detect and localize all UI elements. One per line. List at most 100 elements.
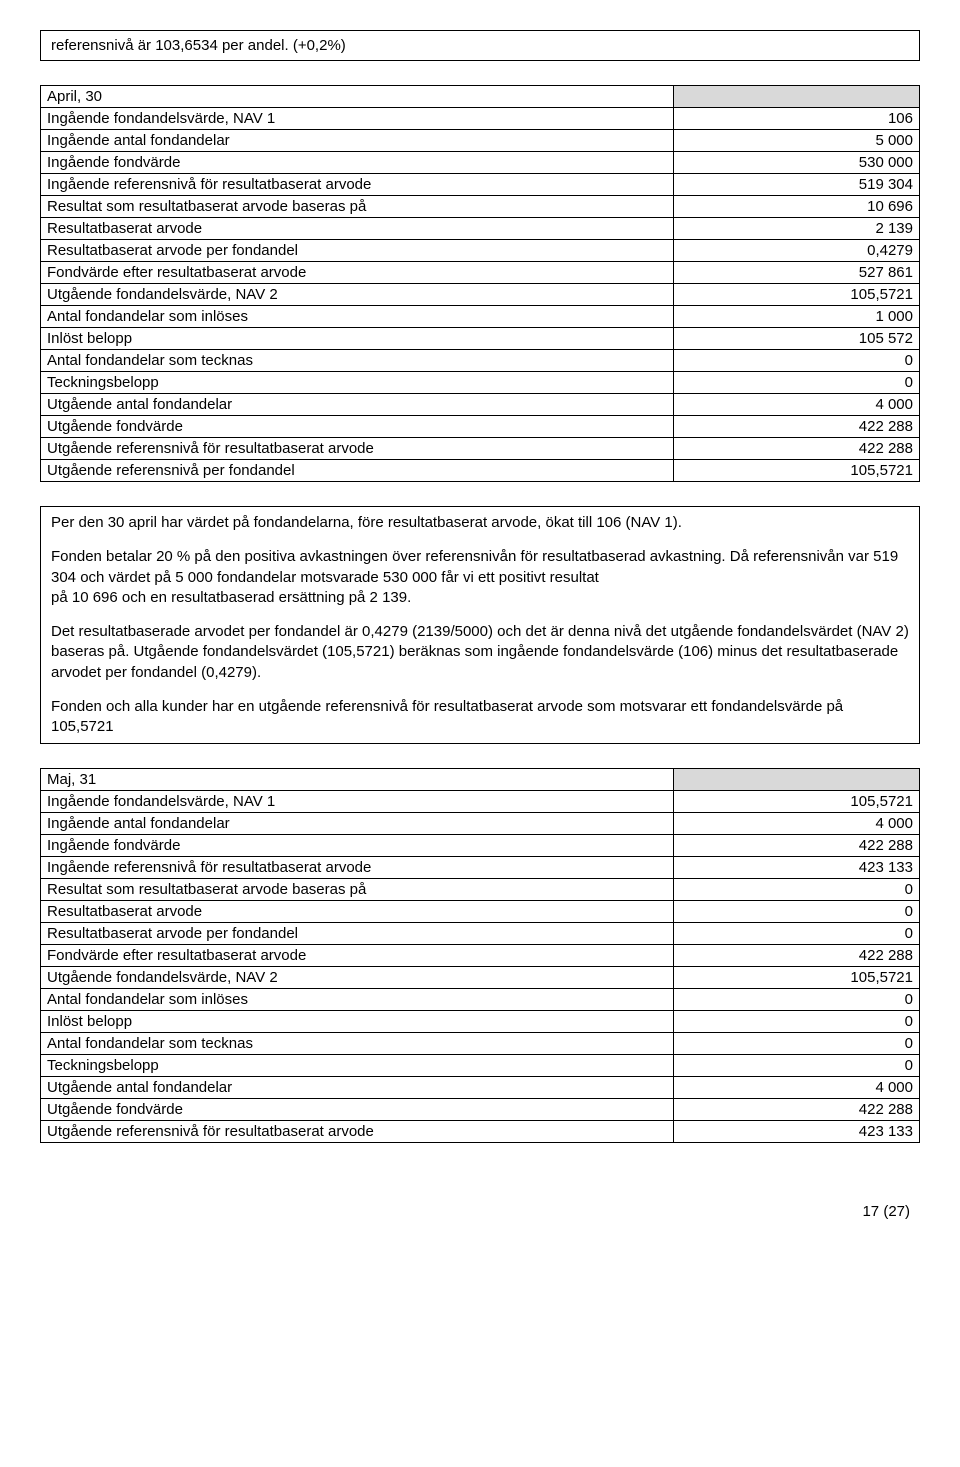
row-label: Utgående antal fondandelar [41, 1077, 674, 1099]
row-value: 4 000 [673, 394, 919, 416]
table-row: Inlöst belopp0 [41, 1011, 920, 1033]
row-value: 4 000 [673, 1077, 919, 1099]
table-row: Antal fondandelar som inlöses1 000 [41, 306, 920, 328]
table-row: Teckningsbelopp0 [41, 372, 920, 394]
row-value: 519 304 [673, 174, 919, 196]
table-header-empty [673, 86, 919, 108]
row-value: 2 139 [673, 218, 919, 240]
row-label: Utgående fondandelsvärde, NAV 2 [41, 967, 674, 989]
row-value: 0 [673, 923, 919, 945]
row-label: Ingående antal fondandelar [41, 813, 674, 835]
row-value: 422 288 [673, 945, 919, 967]
table-row: Utgående referensnivå för resultatbasera… [41, 1121, 920, 1143]
row-value: 0 [673, 1011, 919, 1033]
table-row: Antal fondandelar som tecknas0 [41, 1033, 920, 1055]
row-label: Utgående fondandelsvärde, NAV 2 [41, 284, 674, 306]
explain-box: Per den 30 april har värdet på fondandel… [40, 506, 920, 744]
row-label: Resultatbaserat arvode [41, 218, 674, 240]
table-row: Ingående referensnivå för resultatbasera… [41, 857, 920, 879]
row-label: Utgående fondvärde [41, 1099, 674, 1121]
table-row: Utgående fondvärde422 288 [41, 416, 920, 438]
row-value: 422 288 [673, 1099, 919, 1121]
row-label: Fondvärde efter resultatbaserat arvode [41, 262, 674, 284]
row-value: 0 [673, 879, 919, 901]
row-value: 422 288 [673, 416, 919, 438]
table-row: Antal fondandelar som tecknas0 [41, 350, 920, 372]
row-value: 422 288 [673, 835, 919, 857]
row-value: 106 [673, 108, 919, 130]
row-label: Inlöst belopp [41, 328, 674, 350]
page-number: 17 (27) [40, 1203, 920, 1220]
explain-p2: Fonden betalar 20 % på den positiva avka… [51, 547, 909, 608]
row-label: Antal fondandelar som inlöses [41, 306, 674, 328]
table-row: Resultatbaserat arvode per fondandel0 [41, 923, 920, 945]
table-row: Ingående fondvärde530 000 [41, 152, 920, 174]
row-value: 10 696 [673, 196, 919, 218]
row-value: 1 000 [673, 306, 919, 328]
row-value: 0 [673, 350, 919, 372]
row-value: 423 133 [673, 1121, 919, 1143]
row-label: Utgående antal fondandelar [41, 394, 674, 416]
row-value: 5 000 [673, 130, 919, 152]
table-row: Utgående fondandelsvärde, NAV 2105,5721 [41, 284, 920, 306]
row-value: 0,4279 [673, 240, 919, 262]
table-row: Resultat som resultatbaserat arvode base… [41, 879, 920, 901]
explain-p4: Fonden och alla kunder har en utgående r… [51, 697, 909, 738]
table-row: Resultat som resultatbaserat arvode base… [41, 196, 920, 218]
table-row: Utgående referensnivå för resultatbasera… [41, 438, 920, 460]
row-value: 4 000 [673, 813, 919, 835]
row-label: Ingående fondvärde [41, 835, 674, 857]
row-label: Utgående referensnivå för resultatbasera… [41, 1121, 674, 1143]
row-label: Ingående antal fondandelar [41, 130, 674, 152]
row-value: 423 133 [673, 857, 919, 879]
table-row: Ingående fondvärde422 288 [41, 835, 920, 857]
table-maj: Maj, 31Ingående fondandelsvärde, NAV 110… [40, 768, 920, 1143]
row-label: Inlöst belopp [41, 1011, 674, 1033]
row-value: 0 [673, 372, 919, 394]
row-label: Antal fondandelar som tecknas [41, 1033, 674, 1055]
table-row: Fondvärde efter resultatbaserat arvode42… [41, 945, 920, 967]
explain-p1: Per den 30 april har värdet på fondandel… [51, 513, 909, 533]
row-label: Ingående fondandelsvärde, NAV 1 [41, 791, 674, 813]
row-label: Resultatbaserat arvode per fondandel [41, 923, 674, 945]
row-label: Teckningsbelopp [41, 372, 674, 394]
row-value: 527 861 [673, 262, 919, 284]
row-label: Ingående referensnivå för resultatbasera… [41, 857, 674, 879]
row-label: Resultatbaserat arvode per fondandel [41, 240, 674, 262]
row-label: Utgående fondvärde [41, 416, 674, 438]
row-value: 0 [673, 1033, 919, 1055]
row-value: 530 000 [673, 152, 919, 174]
table-header-empty [673, 769, 919, 791]
row-label: Fondvärde efter resultatbaserat arvode [41, 945, 674, 967]
table-row: Utgående referensnivå per fondandel105,5… [41, 460, 920, 482]
row-label: Utgående referensnivå per fondandel [41, 460, 674, 482]
table-row: Ingående fondandelsvärde, NAV 1105,5721 [41, 791, 920, 813]
row-value: 105 572 [673, 328, 919, 350]
row-value: 422 288 [673, 438, 919, 460]
table-row: Utgående antal fondandelar4 000 [41, 394, 920, 416]
table-row: Antal fondandelar som inlöses0 [41, 989, 920, 1011]
row-label: Ingående fondandelsvärde, NAV 1 [41, 108, 674, 130]
table-april: April, 30Ingående fondandelsvärde, NAV 1… [40, 85, 920, 482]
top-note-text: referensnivå är 103,6534 per andel. (+0,… [51, 37, 346, 54]
explain-p3: Det resultatbaserade arvodet per fondand… [51, 622, 909, 683]
row-value: 0 [673, 901, 919, 923]
row-label: Utgående referensnivå för resultatbasera… [41, 438, 674, 460]
table-row: Ingående fondandelsvärde, NAV 1106 [41, 108, 920, 130]
table-row: Inlöst belopp105 572 [41, 328, 920, 350]
table-row: Ingående antal fondandelar5 000 [41, 130, 920, 152]
table-row: Resultatbaserat arvode per fondandel0,42… [41, 240, 920, 262]
row-value: 105,5721 [673, 460, 919, 482]
table-row: Resultatbaserat arvode0 [41, 901, 920, 923]
table-row: Fondvärde efter resultatbaserat arvode52… [41, 262, 920, 284]
row-value: 105,5721 [673, 791, 919, 813]
table-row: Utgående fondandelsvärde, NAV 2105,5721 [41, 967, 920, 989]
table-row: Resultatbaserat arvode2 139 [41, 218, 920, 240]
row-value: 0 [673, 1055, 919, 1077]
row-label: Ingående fondvärde [41, 152, 674, 174]
table-header-label: Maj, 31 [41, 769, 674, 791]
table-row: Teckningsbelopp0 [41, 1055, 920, 1077]
row-value: 0 [673, 989, 919, 1011]
row-value: 105,5721 [673, 967, 919, 989]
row-label: Resultat som resultatbaserat arvode base… [41, 196, 674, 218]
